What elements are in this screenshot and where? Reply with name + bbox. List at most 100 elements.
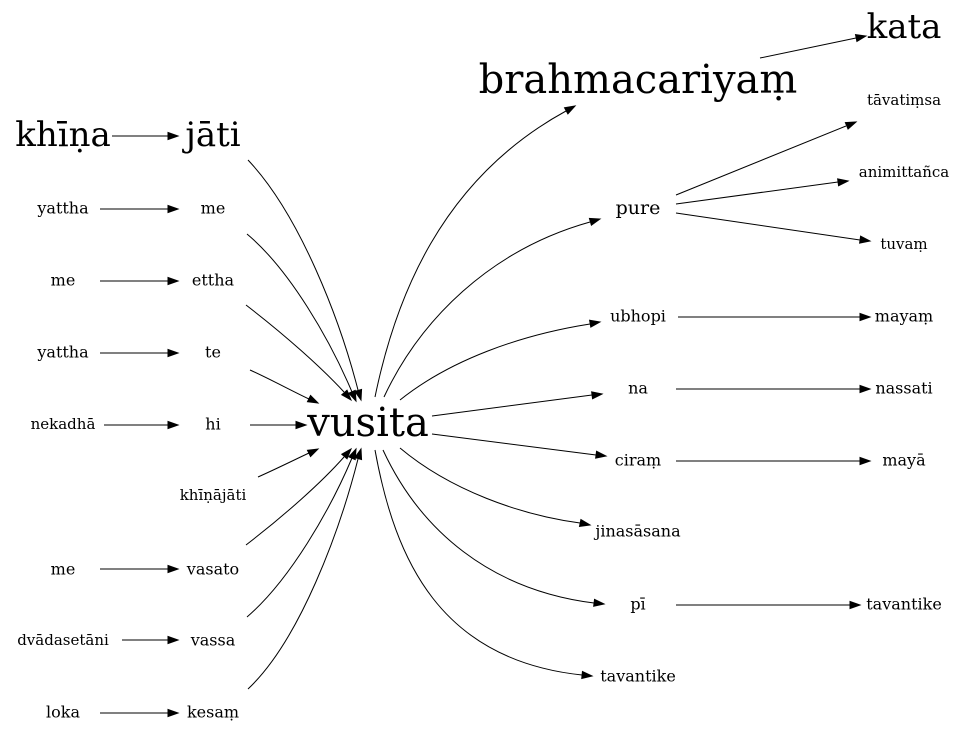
arrowhead [340, 447, 352, 460]
node-label: yattha [36, 199, 89, 218]
edge-line [246, 233, 353, 393]
edge-line [245, 456, 345, 546]
edge-arrow [676, 600, 862, 610]
arrowhead [859, 312, 872, 322]
node-label: vassa [190, 631, 236, 650]
edge-arrow [431, 433, 608, 459]
edge-arrow [374, 105, 577, 398]
arrowhead [859, 384, 872, 394]
edge-line [257, 452, 310, 478]
edge-line [382, 449, 595, 604]
edge-arrow [246, 447, 357, 618]
edge-arrow [249, 369, 320, 404]
edge-arrow [250, 420, 308, 430]
node-label: vusita [306, 400, 429, 446]
arrowhead [167, 204, 180, 214]
edge-arrow [245, 447, 352, 546]
node-label: khīṇa [15, 115, 111, 155]
node-label: animittañca [859, 163, 949, 181]
edge-arrow [245, 304, 352, 402]
edge-arrow [122, 635, 180, 645]
node-label: loka [46, 703, 80, 722]
arrowhead [167, 348, 180, 358]
edge-line [246, 457, 353, 618]
arrowhead [563, 105, 577, 115]
edge-line [759, 37, 857, 59]
edge-arrow [246, 233, 357, 403]
edge-arrow [399, 319, 602, 401]
edge-arrow [675, 212, 872, 244]
edge-arrow [257, 448, 320, 478]
arrowhead [306, 448, 320, 458]
edge-arrow [676, 384, 872, 394]
nodes-layer: khīṇa jāti yattha me me ettha yattha te nekadhā h… [15, 7, 949, 722]
node-label: hi [205, 415, 220, 434]
node-label: te [205, 343, 221, 362]
edge-arrow [675, 121, 858, 196]
arrowhead [167, 276, 180, 286]
node-label: pure [616, 197, 661, 219]
edge-arrow [382, 449, 606, 607]
node-label: me [51, 271, 76, 290]
node-label: yattha [36, 343, 89, 362]
edge-arrow [399, 447, 592, 528]
arrowhead [859, 456, 872, 466]
edge-arrow [247, 159, 363, 402]
node-label: kesaṃ [187, 703, 239, 722]
arrowhead [340, 389, 352, 402]
arrowhead [859, 235, 872, 244]
arrowhead [595, 450, 608, 459]
node-label: khīṇājāti [180, 486, 247, 504]
arrowhead [167, 564, 180, 574]
node-label: dvādasetāni [17, 631, 109, 649]
edge-arrow [383, 217, 602, 398]
arrowhead [306, 394, 320, 404]
arrowhead [578, 518, 592, 528]
node-label: brahmacariyaṃ [479, 57, 798, 103]
node-label: ubhopi [610, 307, 666, 326]
arrowhead [593, 598, 606, 607]
arrowhead [837, 178, 850, 187]
arrowhead [167, 635, 180, 645]
edge-line [383, 221, 591, 398]
edge-arrow [678, 312, 872, 322]
edge-arrow [675, 178, 850, 205]
arrowhead [167, 708, 180, 718]
arrowhead [844, 121, 858, 130]
node-label: nekadhā [31, 415, 96, 433]
edge-line [431, 433, 597, 456]
arrowhead [347, 389, 357, 403]
edge-arrow [100, 276, 180, 286]
arrowhead [354, 447, 363, 461]
node-label: mayaṃ [875, 307, 933, 326]
node-label: pī [630, 595, 645, 614]
edge-line [675, 212, 861, 241]
edge-line [675, 125, 847, 196]
arrowhead [347, 447, 357, 461]
node-label: na [628, 379, 648, 398]
edge-line [247, 458, 359, 690]
arrowhead [591, 391, 604, 400]
arrowhead [167, 131, 180, 141]
node-label: mayā [882, 451, 926, 470]
edge-arrow [676, 456, 872, 466]
edge-arrow [100, 204, 180, 214]
arrowhead [849, 600, 862, 610]
arrowhead [354, 388, 363, 402]
node-label: nassati [875, 379, 932, 398]
arrowhead [295, 420, 308, 430]
edge-arrow [100, 708, 180, 718]
node-label: kata [867, 7, 942, 47]
edge-arrow [431, 391, 604, 417]
node-label: tavantike [866, 595, 942, 614]
node-label: tavantike [600, 667, 676, 686]
node-label: me [51, 560, 76, 579]
node-label: jāti [181, 115, 240, 155]
node-label: jinasāsana [593, 522, 681, 541]
edge-line [399, 323, 591, 401]
edge-line [249, 369, 310, 400]
node-label: vasato [186, 560, 239, 579]
edge-line [431, 394, 593, 417]
edge-line [374, 449, 583, 676]
